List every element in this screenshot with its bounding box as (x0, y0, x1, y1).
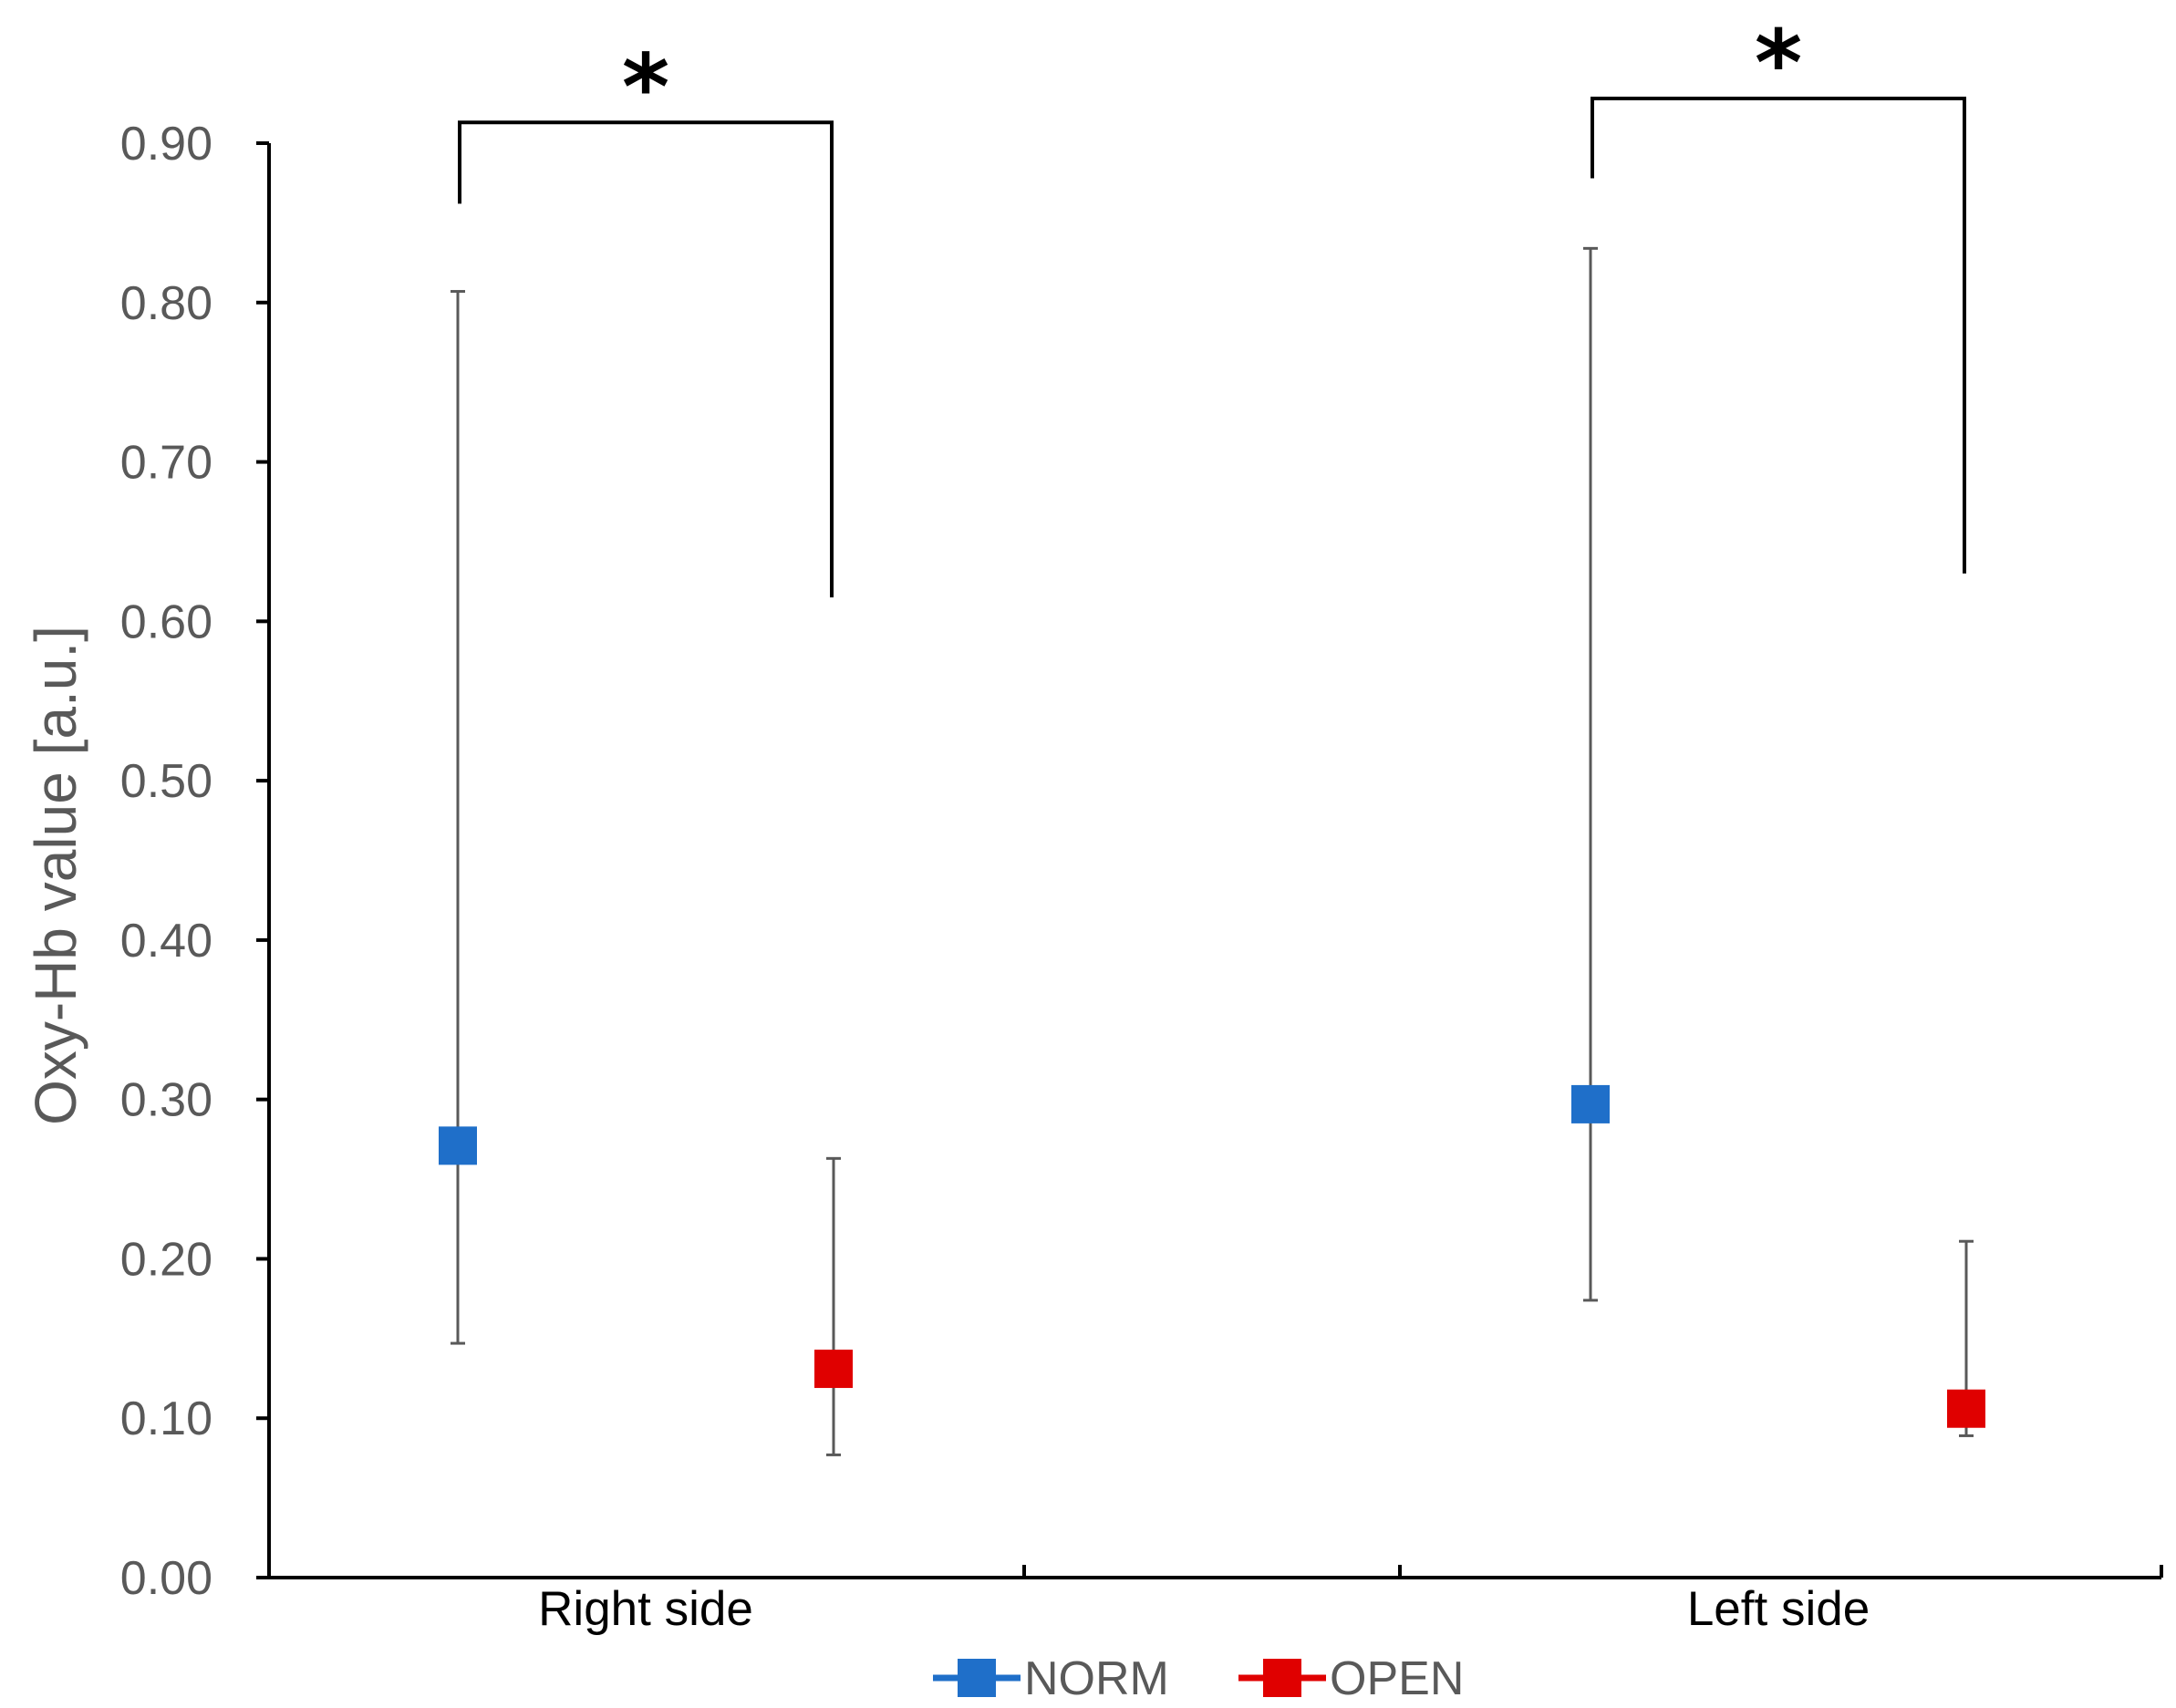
significance-bracket (458, 120, 834, 598)
x-category-label: Right side (538, 1582, 753, 1636)
y-tick-label: 0.30 (120, 1074, 212, 1127)
significance-brackets: * * (458, 10, 1966, 598)
y-tick-label: 0.90 (120, 118, 212, 171)
legend-marker-norm (958, 1659, 996, 1697)
y-axis-ticks: 0.00 0.10 0.20 0.30 0.40 0.50 0.60 0.70 0.80 0.90 (120, 118, 269, 1605)
y-tick-label: 0.10 (120, 1392, 212, 1445)
legend-label: OPEN (1330, 1652, 1464, 1705)
y-axis-label: Oxy-Hb value [a.u.] (23, 626, 88, 1125)
legend: NORM OPEN (933, 1652, 1464, 1705)
y-tick-label: 0.20 (120, 1233, 212, 1286)
data-point-norm (439, 1126, 477, 1165)
x-category-label: Left side (1687, 1582, 1870, 1636)
data-point-open (1947, 1389, 1985, 1428)
data-point-open (814, 1350, 853, 1389)
error-bars (451, 246, 1974, 1456)
y-tick-label: 0.40 (120, 915, 212, 968)
data-point-norm (1571, 1084, 1610, 1123)
significance-bracket (1591, 97, 1966, 574)
y-tick-label: 0.50 (120, 755, 212, 808)
significance-asterisk: * (1755, 10, 1802, 117)
x-axis-categories: Right side Left side (538, 1582, 1870, 1636)
significance-asterisk: * (622, 34, 669, 140)
legend-label: NORM (1024, 1652, 1169, 1705)
y-tick-label: 0.60 (120, 595, 212, 648)
y-tick-label: 0.00 (120, 1552, 212, 1605)
y-tick-label: 0.70 (120, 437, 212, 490)
axes (256, 143, 2163, 1579)
legend-marker-open (1263, 1659, 1301, 1697)
y-tick-label: 0.80 (120, 277, 212, 330)
data-markers (439, 1084, 1985, 1428)
